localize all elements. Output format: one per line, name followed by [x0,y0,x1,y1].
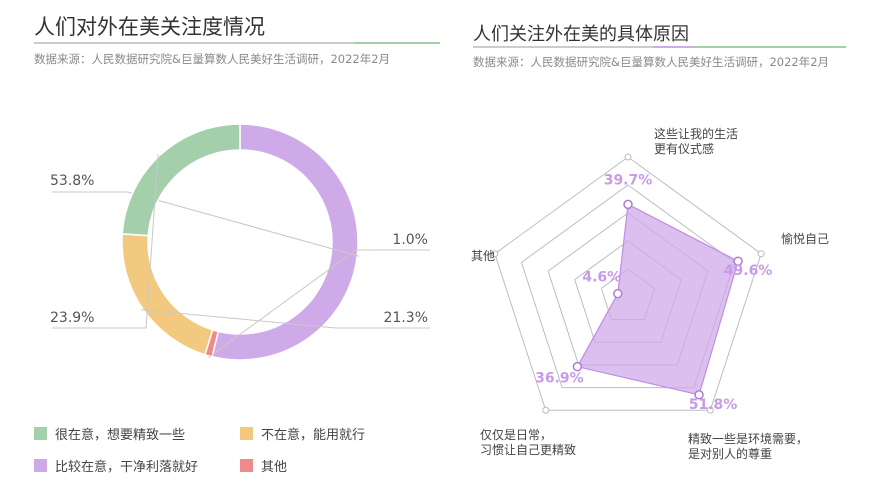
radar-axis-label: 这些让我的生活 [654,126,738,141]
legend-label: 比较在意，干净利落就好 [55,460,199,475]
legend-item-very-care: 很在意，想要精致一些 [34,424,185,443]
radar-axis-label: 更有仪式感 [654,141,714,156]
legend-item-somewhat-care: 比较在意，干净利落就好 [34,456,198,475]
radar-vertex-dot [757,250,765,258]
radar-data-point [623,199,633,210]
radar-value-label: 39.7% [604,172,653,188]
radar-axis-label: 是对别人的尊重 [688,446,772,461]
legend-label: 不在意，能用就行 [261,428,366,443]
title-rule-green [693,46,846,48]
radar-data-area [576,203,739,396]
radar-vertex-dot [624,153,632,161]
data-label: 53.8% [50,173,94,189]
radar-grid-ring [494,156,762,411]
leader-line [207,249,430,359]
radar-axis-label: 其他 [471,249,495,263]
title-rule-green [354,42,440,44]
left-panel: 人们对外在美关注度情况 数据来源：人民数据研究院&巨量算数人民美好生活调研，20… [34,15,440,475]
title-rule-gray [34,42,354,44]
title-rule-gray [473,46,653,48]
radar-chart: 39.7% 49.6% 51.8% 36.9% 4.6% 这些让我的生活更有仪式感愉悦自己… [471,126,829,461]
legend-item-not-care: 不在意，能用就行 [240,424,365,443]
legend-item-other: 其他 [240,456,287,475]
radar-vertex-dot [706,406,714,414]
donut-slice [121,233,214,356]
data-label: 1.0% [392,232,428,248]
radar-axis-label: 精致一些是环境需要， [688,431,808,446]
chart-title: 人们对外在美关注度情况 [34,15,265,39]
chart-subtitle: 数据来源：人民数据研究院&巨量算数人民美好生活调研，2022年2月 [34,52,391,66]
data-label: 23.9% [50,310,94,326]
leader-line [140,309,430,329]
radar-axis-label: 愉悦自己 [781,231,829,246]
radar-data-point [613,288,623,299]
radar-grid-ring [520,184,736,389]
radar-data-point [694,390,704,400]
radar-vertex-dot [491,250,499,258]
leader-line [52,191,360,257]
legend-label: 其他 [261,460,288,475]
donut-slice [121,123,241,237]
radar-data-point [733,256,743,266]
radar-value-label: 36.9% [535,371,584,387]
donut-chart: 53.8% 1.0% 21.3% 23.9% [50,123,430,361]
legend-swatch-red [240,459,253,472]
legend-swatch-green [34,427,47,440]
chart-subtitle: 数据来源：人民数据研究院&巨量算数人民美好生活调研，2022年2月 [473,55,830,69]
radar-axis-label: 习惯让自己更精致 [480,442,576,457]
donut-slice [211,123,359,361]
radar-value-label: 49.6% [724,263,773,279]
radar-value-label: 51.8% [689,397,738,413]
chart-title: 人们关注外在美的具体原因 [473,24,689,45]
title-rule-purple [653,46,693,48]
right-panel: 人们关注外在美的具体原因 数据来源：人民数据研究院&巨量算数人民美好生活调研，2… [458,0,889,484]
radar-value-label: 4.6% [582,270,621,286]
radar-axis-label: 仅仅是日常， [480,428,552,442]
data-label: 21.3% [384,310,428,326]
legend-swatch-yellow [240,427,253,440]
legend-label: 很在意，想要精致一些 [55,428,186,443]
radar-vertex-dot [542,406,550,414]
legend-swatch-purple [34,459,47,472]
radar-data-point [572,361,583,372]
leader-line [52,154,159,329]
